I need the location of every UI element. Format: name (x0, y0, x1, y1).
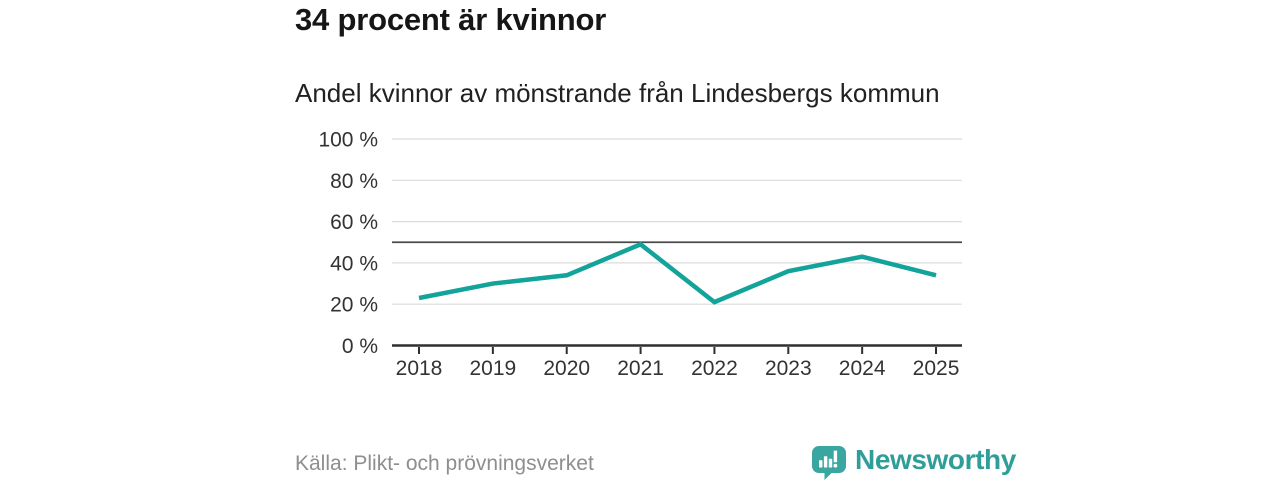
x-axis-tick-label: 2019 (470, 357, 517, 380)
logo-bars (819, 450, 838, 468)
y-axis-tick-label: 40 % (330, 252, 378, 275)
x-axis-tick-label: 2024 (839, 357, 886, 380)
chart-subtitle: Andel kvinnor av mönstrande från Lindesb… (295, 78, 940, 108)
data-line-series (418, 241, 937, 305)
page-title: 34 procent är kvinnor (295, 2, 607, 37)
brand-wordmark: Newsworthy (855, 444, 1016, 475)
x-axis-tick-label: 2023 (765, 357, 812, 380)
y-axis-tick-label: 60 % (330, 211, 378, 234)
x-axis-tick-label: 2018 (396, 357, 443, 380)
y-axis-tick-label: 100 % (318, 129, 378, 152)
newsworthy-bar-chart-bubble-icon (812, 446, 846, 480)
x-axis-tick-label: 2022 (691, 357, 738, 380)
source-note: Källa: Plikt- och prövningsverket (295, 452, 594, 475)
brand-logo: Newsworthy (812, 444, 1016, 480)
y-axis-tick-label: 20 % (330, 294, 378, 317)
x-axis-tick-label: 2021 (617, 357, 664, 380)
x-axis-tick-label: 2025 (913, 357, 960, 380)
y-axis-tick-label: 80 % (330, 170, 378, 193)
y-axis-tick-label: 0 % (342, 335, 378, 358)
x-axis-tick-label: 2020 (543, 357, 590, 380)
line-chart: 0 % 20 % 40 % 60 % 80 % 100 % 2018 2019 2020 2021… (318, 129, 962, 380)
